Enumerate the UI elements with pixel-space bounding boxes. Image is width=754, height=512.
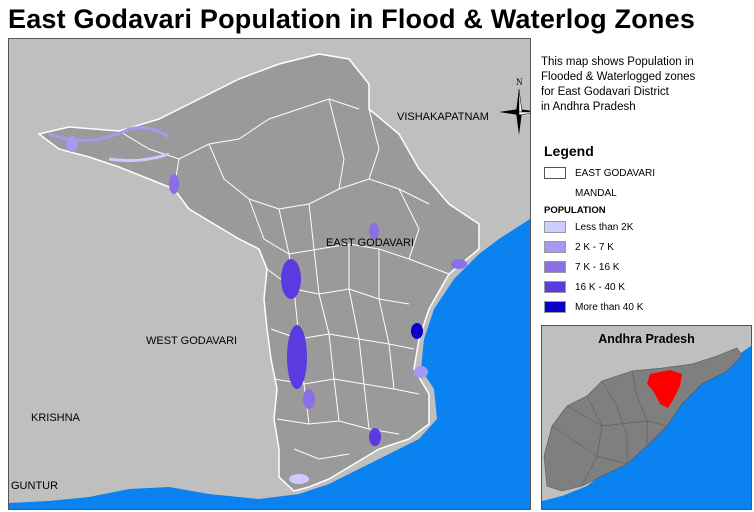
legend-label-class: 2 K - 7 K	[575, 241, 614, 253]
legend-row-class: 2 K - 7 K	[544, 239, 749, 255]
scale-label-0: 0	[309, 509, 316, 510]
label-west-godavari: WEST GODAVARI	[146, 335, 238, 347]
population-patches	[48, 126, 467, 484]
description-line: Flooded & Waterlogged zones	[541, 71, 696, 83]
mandal-swatch	[544, 187, 566, 199]
legend-row-class: More than 40 K	[544, 299, 749, 315]
legend-population-title: POPULATION	[544, 205, 606, 216]
scale-label-10: 10	[342, 509, 356, 510]
legend: Legend EAST GODAVARI MANDAL POPULATION L…	[544, 143, 749, 319]
compass-icon	[499, 88, 530, 135]
bay-of-bengal	[9, 219, 530, 509]
inset-map[interactable]: Andhra Pradesh	[541, 325, 752, 510]
class-swatch	[544, 221, 566, 233]
legend-label-class: 16 K - 40 K	[575, 281, 626, 293]
scale-label-40: 40 Miles	[451, 509, 499, 510]
legend-label-class: Less than 2K	[575, 221, 634, 233]
label-vishakapatnam: VISHAKAPATNAM	[397, 111, 489, 123]
legend-row-class: 7 K - 16 K	[544, 259, 749, 275]
andhra-pradesh-shape	[543, 347, 743, 492]
north-label: N	[516, 77, 523, 87]
scale-label-20: 20	[377, 509, 391, 510]
class-swatch	[544, 301, 566, 313]
map-title: East Godavari Population in Flood & Wate…	[8, 4, 696, 34]
legend-row-mandal: MANDAL	[544, 185, 749, 201]
main-map[interactable]: VISHAKAPATNAM EAST GODAVARI WEST GODAVAR…	[8, 38, 531, 510]
label-east-godavari: EAST GODAVARI	[326, 237, 415, 249]
description-line: in Andhra Pradesh	[541, 101, 636, 113]
description-line: for East Godavari District	[541, 86, 669, 98]
legend-label-class: 7 K - 16 K	[575, 261, 620, 273]
class-swatch	[544, 261, 566, 273]
legend-row-district: EAST GODAVARI	[544, 165, 749, 181]
label-krishna: KRISHNA	[31, 412, 80, 424]
class-swatch	[544, 281, 566, 293]
inset-title: Andhra Pradesh	[598, 332, 695, 346]
north-arrow: N	[497, 77, 530, 137]
inset-district-lines	[551, 370, 668, 487]
legend-row-class: Less than 2K	[544, 219, 749, 235]
main-map-svg	[9, 53, 530, 509]
legend-title: Legend	[544, 143, 594, 159]
east-godavari-highlight	[647, 370, 682, 408]
class-swatch	[544, 241, 566, 253]
legend-label-mandal: MANDAL	[575, 187, 617, 199]
label-guntur: GUNTUR	[11, 480, 59, 492]
description-line: This map shows Population in	[541, 56, 694, 68]
inset-map-svg	[542, 326, 751, 509]
district-swatch	[544, 167, 566, 179]
scale-bar: 0 10 20 40 Miles	[309, 509, 531, 510]
map-description: This map shows Population in Flooded & W…	[541, 55, 751, 115]
legend-row-class: 16 K - 40 K	[544, 279, 749, 295]
legend-label-district: EAST GODAVARI	[575, 167, 656, 179]
legend-label-class: More than 40 K	[575, 301, 644, 313]
east-godavari-district	[37, 53, 480, 492]
